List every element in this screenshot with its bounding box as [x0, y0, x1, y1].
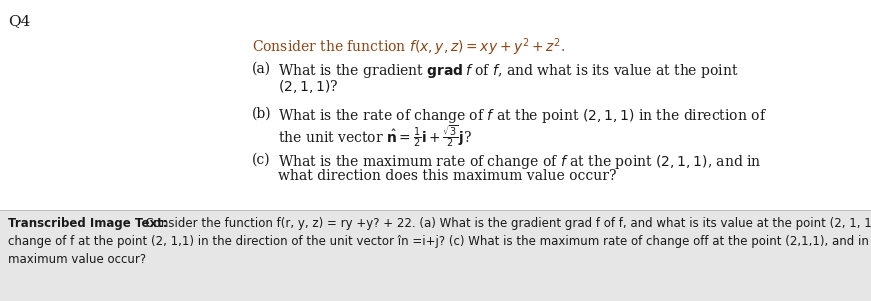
- Text: What is the gradient $\mathbf{grad}\,f$ of $f$, and what is its value at the poi: What is the gradient $\mathbf{grad}\,f$ …: [278, 62, 739, 80]
- Text: What is the maximum rate of change of $f$ at the point $(2, 1, 1)$, and in: What is the maximum rate of change of $f…: [278, 153, 761, 171]
- Text: (b): (b): [252, 107, 272, 121]
- Text: change of f at the point (2, 1,1) in the direction of the unit vector în =i+j? (: change of f at the point (2, 1,1) in the…: [8, 235, 871, 248]
- Text: Q4: Q4: [8, 14, 30, 28]
- Text: Consider the function $f(x, y, z) = xy + y^2 + z^2$.: Consider the function $f(x, y, z) = xy +…: [252, 36, 565, 57]
- Text: What is the rate of change of $f$ at the point $(2, 1, 1)$ in the direction of: What is the rate of change of $f$ at the…: [278, 107, 767, 125]
- Text: Transcribed Image Text:: Transcribed Image Text:: [8, 217, 167, 230]
- Text: the unit vector $\hat{\mathbf{n}} = \frac{1}{2}\mathbf{i} + \frac{\sqrt{3}}{2}\m: the unit vector $\hat{\mathbf{n}} = \fra…: [278, 123, 472, 149]
- Text: (a): (a): [252, 62, 271, 76]
- Bar: [0, 210, 871, 301]
- Text: what direction does this maximum value occur?: what direction does this maximum value o…: [278, 169, 617, 183]
- Text: maximum value occur?: maximum value occur?: [8, 253, 146, 266]
- Text: $(2, 1, 1)$?: $(2, 1, 1)$?: [278, 78, 338, 95]
- Text: Consider the function f(r, y, z) = ry +y? + 22. (a) What is the gradient grad f : Consider the function f(r, y, z) = ry +y…: [138, 217, 871, 230]
- Text: (c): (c): [252, 153, 271, 167]
